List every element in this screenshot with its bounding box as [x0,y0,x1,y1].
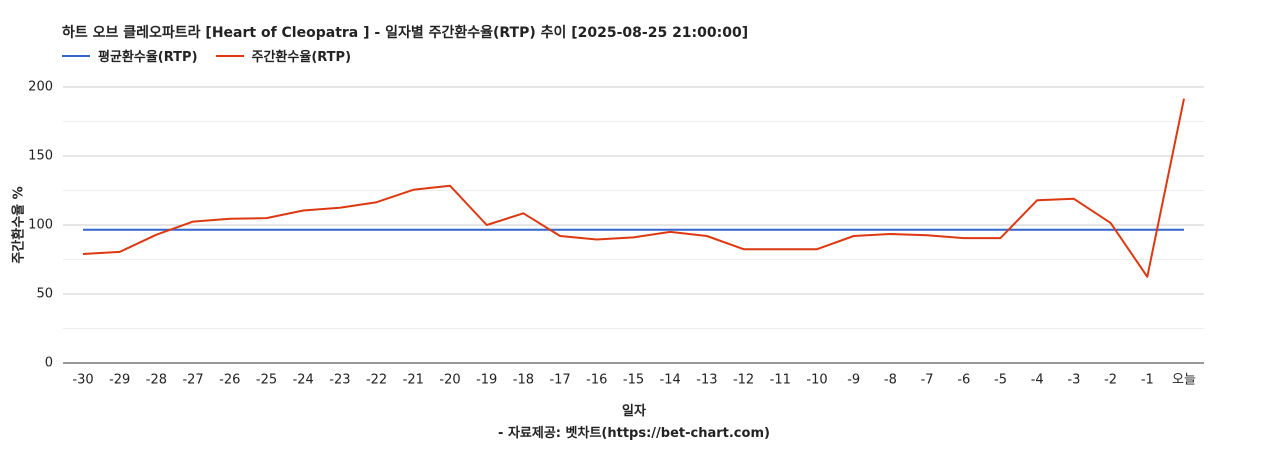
y-tick-label: 0 [45,356,53,371]
x-tick-label: -25 [256,373,277,388]
legend-label-average-rtp: 평균환수율(RTP) [98,50,198,65]
x-tick-label: -9 [847,373,860,388]
x-tick-label: -29 [109,373,130,388]
x-tick-label: -26 [219,373,240,388]
x-tick-label: -18 [513,373,534,388]
series-lines [82,98,1185,278]
x-axis-label: 일자 [622,404,646,419]
legend-label-weekly-rtp: 주간환수율(RTP) [251,50,352,65]
y-axis-label: 주간환수율 % [11,186,27,263]
x-tick-label: -4 [1031,373,1044,388]
x-tick-label: 오늘 [1172,373,1196,388]
x-tick-label: -5 [994,373,1007,388]
y-tick-label: 50 [36,287,53,302]
x-tick-labels: -30 -29 -28 -27 -26 -25 -24 -23 -22 -21 -20 -19 -18-… [72,373,1196,388]
chart-title: 하트 오브 클레오파트라 [Heart of Cleopatra ] - 일자별… [62,25,749,41]
legend-item-average-rtp[interactable]: 평균환수율(RTP) [62,46,198,65]
x-tick-label: -6 [957,373,970,388]
x-tick-label: -15 [623,373,644,388]
x-tick-label: -12 [733,373,754,388]
x-tick-label: -2 [1104,373,1117,388]
y-tick-label: 150 [28,149,53,164]
x-tick-label: -14 [660,373,681,388]
x-tick-label: -3 [1067,373,1080,388]
x-tick-label: -1 [1141,373,1154,388]
x-tick-label: -20 [439,373,460,388]
series-line-weekly-rtp[interactable] [82,98,1185,278]
x-tick-label: -24 [293,373,314,388]
x-tick-label: -22 [366,373,387,388]
legend-item-weekly-rtp[interactable]: 주간환수율(RTP) [215,46,352,65]
x-tick-label: -7 [921,373,934,388]
x-tick-label: -19 [476,373,497,388]
legend-swatch-average-rtp [62,54,90,57]
y-tick-label: 100 [28,218,53,233]
x-tick-label: -11 [770,373,791,388]
x-tick-label: -27 [182,373,203,388]
y-tick-labels: 0 50 100 150 200 [28,80,53,371]
x-tick-label: -30 [72,373,93,388]
legend: 평균환수율(RTP) 주간환수율(RTP) [62,46,351,65]
x-tick-label: -16 [586,373,607,388]
legend-swatch-weekly-rtp [215,54,244,57]
y-tick-label: 200 [28,80,53,95]
x-tick-label: -28 [146,373,167,388]
x-tick-label: -23 [329,373,350,388]
grid-lines [63,86,1204,364]
source-credit: - 자료제공: 벳차트(https://bet-chart.com) [498,426,770,441]
x-tick-label: -8 [884,373,897,388]
x-tick-label: -13 [696,373,717,388]
x-tick-label: -10 [806,373,827,388]
x-tick-label: -21 [403,373,424,388]
x-tick-label: -17 [549,373,570,388]
